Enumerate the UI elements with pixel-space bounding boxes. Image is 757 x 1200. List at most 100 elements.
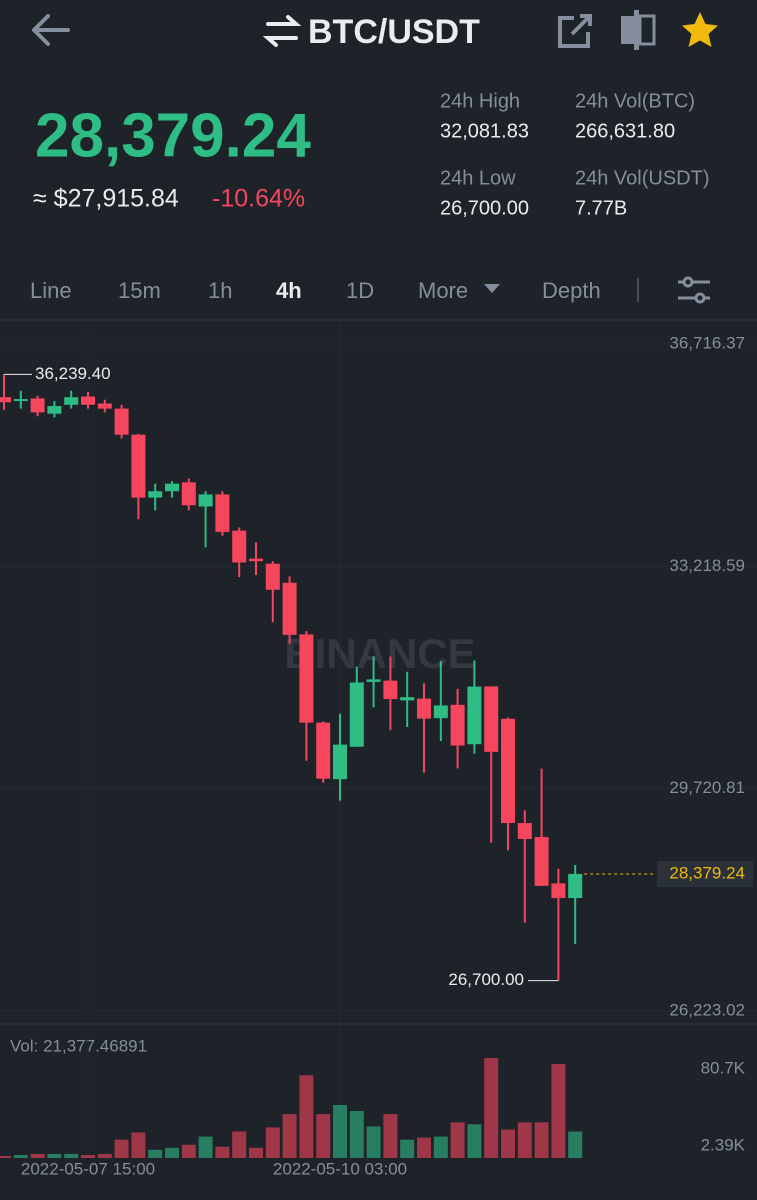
candle-body [484,686,499,752]
volume-bar [232,1131,247,1158]
volume-bar [0,1156,11,1158]
tab[interactable]: Line [30,278,72,303]
candle-body [249,558,263,562]
share-icon[interactable] [558,14,592,48]
candle-body [366,679,381,682]
candle-body [114,408,129,435]
compare-icon[interactable] [621,10,656,50]
volume-bar [517,1122,532,1158]
volume-bar [64,1153,79,1158]
volume-bar [467,1124,482,1158]
volume-tick-label: 2.39K [701,1136,746,1155]
volume-bar [417,1137,431,1158]
candle-body [383,680,398,700]
tab[interactable]: More [418,278,468,303]
volume-bar [47,1153,62,1158]
volume-bar [165,1147,179,1158]
volume-bar [551,1064,566,1158]
candle-body [551,883,566,899]
last-price: 28,379.24 [35,101,311,170]
stat-value: 26,700.00 [440,197,529,219]
volume-bar [366,1126,381,1158]
volume-bar [299,1075,314,1158]
candle-body [349,682,364,747]
last-price-box [657,860,753,887]
candle-body [517,823,532,839]
stat-label: 24h Vol(USDT) [575,167,710,189]
dropdown-arrow [484,284,500,293]
candle-body [417,698,431,719]
candle-body [148,491,163,498]
volume-bar [97,1153,112,1158]
stat-value: 266,631.80 [575,120,675,142]
candle-body [232,530,247,563]
volume-bar [114,1139,129,1158]
volume-bar [484,1058,499,1158]
volume-bar [215,1146,230,1158]
stat-label: 24h Vol(BTC) [575,90,695,112]
volume-label: Vol: 21,377.46891 [10,1036,147,1055]
volume-bar [433,1136,448,1158]
candle-body [198,494,213,507]
tab-active[interactable]: 4h [276,278,302,303]
volume-bar [249,1147,263,1158]
last-price-label: 28,379.24 [669,863,745,882]
candle-body [400,697,415,701]
stat-value: 7.77B [575,197,627,219]
favorite-star[interactable] [682,12,718,47]
volume-bar [568,1131,583,1158]
candle-body [467,686,482,745]
candle-body [433,705,448,719]
tab[interactable]: Depth [542,278,601,303]
volume-bar [148,1149,163,1158]
candle-body [265,563,280,590]
volume-bar [349,1111,364,1158]
chart: 36,716.37 33,218.59 29,720.81 26,223.02 2022… [0,322,757,1178]
candle-body [333,744,347,780]
candle-body [97,403,112,409]
volume-bar [30,1153,45,1158]
candle-body [165,483,179,492]
price-change: -10.64% [212,185,305,213]
candle-body [299,634,314,723]
candle-body [316,722,331,779]
back-button[interactable] [32,14,70,46]
stat-label: 24h High [440,90,520,112]
volume-bar [81,1155,95,1158]
volume-bar [450,1122,465,1158]
candle-body [181,482,196,506]
tab[interactable]: 15m [118,278,161,303]
candle-body [47,406,62,414]
y-tick-label: 33,218.59 [669,556,745,575]
watermark: BINANCE [284,630,475,677]
x-tick-label: 2022-05-07 15:00 [21,1159,155,1178]
settings-icon[interactable] [678,276,710,304]
volume-bar [383,1114,398,1158]
swap-icon[interactable] [262,15,302,47]
volume-bar [265,1127,280,1158]
volume-bar [181,1144,196,1158]
volume-bar [282,1114,297,1158]
candle-body [0,397,11,403]
volume-tick-label: 80.7K [701,1058,746,1077]
y-tick-label: 36,716.37 [669,333,745,352]
stat-value: 32,081.83 [440,120,529,142]
candle-body [450,704,465,746]
volume-bar [333,1104,347,1158]
volume-bar [501,1129,515,1158]
volume-bar [400,1139,415,1158]
x-tick-label: 2022-05-10 03:00 [273,1159,407,1178]
tab[interactable]: 1D [346,278,374,303]
tab[interactable]: 1h [208,278,232,303]
stat-label: 24h Low [440,167,516,189]
candle-body [30,398,45,413]
candle-body [64,397,79,405]
candle-body [215,494,230,532]
volume-bar [131,1132,146,1158]
candle-body [534,837,549,886]
candle-body [131,434,146,498]
low-label: 26,700.00 [448,970,524,989]
fiat-price: ≈ $27,915.84 [33,185,179,213]
